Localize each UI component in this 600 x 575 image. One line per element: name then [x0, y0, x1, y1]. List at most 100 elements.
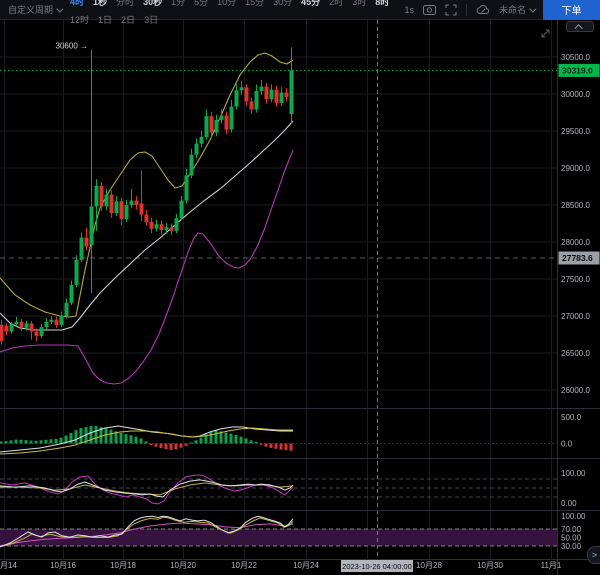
layout-name[interactable]: 未命名 [499, 3, 534, 16]
interval-button[interactable]: 1日 [98, 15, 112, 25]
custom-interval-button[interactable]: 1s [404, 5, 414, 15]
interval-button[interactable]: 5分 [194, 0, 208, 7]
scroll-right-button[interactable]: > [587, 546, 600, 564]
macd-hist-bar [230, 434, 233, 444]
macd-hist-bar [150, 444, 153, 446]
interval-button[interactable]: 10分 [217, 0, 236, 7]
period-menu[interactable]: 自定义周期 [8, 3, 61, 16]
macd-hist-bar [90, 426, 93, 443]
candle-body [130, 201, 134, 205]
candle-body [265, 87, 269, 100]
candle-body [170, 227, 174, 231]
price-axis-label: 0.0 [561, 439, 573, 448]
time-axis-label: 10月16 [50, 561, 76, 570]
macd-hist-bar [105, 428, 108, 443]
candle-body [10, 324, 14, 331]
candle-body [5, 326, 9, 332]
macd-hist-bar [95, 426, 98, 443]
order-button[interactable]: 下单 [543, 0, 600, 20]
macd-hist-bar [25, 440, 28, 443]
macd-hist-bar [270, 444, 273, 449]
layout-name-label: 未命名 [499, 5, 526, 15]
macd-hist-bar [110, 430, 113, 444]
candle-body [80, 238, 84, 260]
macd-hist-bar [280, 444, 283, 450]
pane-collapse-button[interactable] [566, 21, 594, 32]
macd-hist-bar [60, 438, 63, 444]
macd-line [0, 426, 293, 452]
candle-body [250, 101, 254, 109]
toolbar-separator [466, 4, 467, 16]
rsi-band [0, 529, 557, 546]
candle-body [180, 201, 184, 219]
macd-hist-bar [15, 440, 18, 444]
macd-hist-bar [175, 444, 178, 450]
candle-body [205, 116, 209, 137]
interval-button[interactable]: 分时 [116, 0, 134, 7]
bollinger-lower-line [0, 150, 293, 384]
interval-button[interactable]: 3时 [352, 0, 366, 7]
macd-hist-bar [240, 437, 243, 444]
candle-body [0, 325, 4, 341]
interval-button[interactable]: 12时 [70, 15, 89, 25]
price-axis-label: 100.00 [561, 512, 586, 521]
interval-button[interactable]: 8时 [375, 0, 389, 7]
macd-hist-bar [275, 444, 278, 449]
candle-body [35, 332, 39, 336]
maximize-pane-icon[interactable] [540, 26, 551, 37]
chevron-down-icon [56, 6, 63, 13]
macd-hist-bar [250, 440, 253, 443]
price-axis-label: 28500.0 [561, 201, 590, 210]
interval-button[interactable]: 2时 [329, 0, 343, 7]
macd-hist-bar [170, 444, 173, 450]
price-axis-label: 27000.0 [561, 312, 590, 321]
macd-hist-bar [5, 441, 8, 443]
candle-body [165, 227, 169, 230]
macd-hist-bar [120, 433, 123, 444]
candle-body [210, 116, 214, 132]
candle-body [155, 224, 159, 228]
interval-button[interactable]: 15分 [245, 0, 264, 7]
macd-hist-bar [35, 441, 38, 444]
interval-button[interactable]: 1秒 [93, 0, 107, 7]
macd-signal-line [0, 428, 293, 454]
macd-hist-bar [140, 438, 143, 443]
time-axis-label: 10月30 [477, 561, 503, 570]
trading-app: 自定义周期 4时 1秒 分时 30秒 1分 5分 10分 15分 30分 45分 2时 3时 8时 12时… [0, 0, 600, 575]
candle-body [230, 107, 234, 130]
macd-hist-bar [50, 439, 53, 443]
candle-body [95, 186, 99, 207]
candle-body [45, 322, 49, 327]
candle-body [30, 323, 34, 331]
candle-body [15, 322, 19, 324]
price-axis-label: 30000.0 [561, 90, 590, 99]
candle-body [175, 218, 179, 231]
macd-hist-bar [200, 438, 203, 444]
macd-hist-bar [190, 442, 193, 443]
interval-button[interactable]: 30秒 [143, 0, 162, 7]
macd-hist-bar [155, 444, 158, 447]
macd-hist-bar [10, 440, 13, 443]
main-chart[interactable]: 30600 →30500.030000.029500.029000.028500… [0, 0, 600, 575]
interval-button[interactable]: 45分 [301, 0, 320, 7]
interval-button[interactable]: 4时 [70, 0, 84, 7]
interval-button[interactable]: 2日 [121, 15, 135, 25]
candle-body [125, 205, 129, 219]
macd-hist-bar [225, 433, 228, 444]
candle-body [275, 90, 279, 103]
macd-hist-bar [185, 444, 188, 446]
price-axis-label: 30500.0 [561, 53, 590, 62]
toolbar: 自定义周期 4时1秒分时30秒1分5分10分15分30分45分2时3时8时12时… [0, 0, 600, 20]
macd-hist-bar [45, 440, 48, 444]
cloud-save-icon[interactable] [476, 4, 490, 15]
time-axis-label: 11月1 [541, 561, 562, 570]
interval-button[interactable]: 30分 [273, 0, 292, 7]
spike-price-label: 30600 → [56, 42, 88, 51]
candle-body [140, 204, 144, 215]
macd-hist-bar [40, 440, 43, 443]
price-axis-label: 500.0 [561, 413, 582, 422]
interval-button[interactable]: 1分 [171, 0, 185, 7]
fullscreen-icon[interactable] [445, 4, 457, 16]
interval-button[interactable]: 3日 [144, 15, 158, 25]
screenshot-icon[interactable] [423, 4, 436, 15]
